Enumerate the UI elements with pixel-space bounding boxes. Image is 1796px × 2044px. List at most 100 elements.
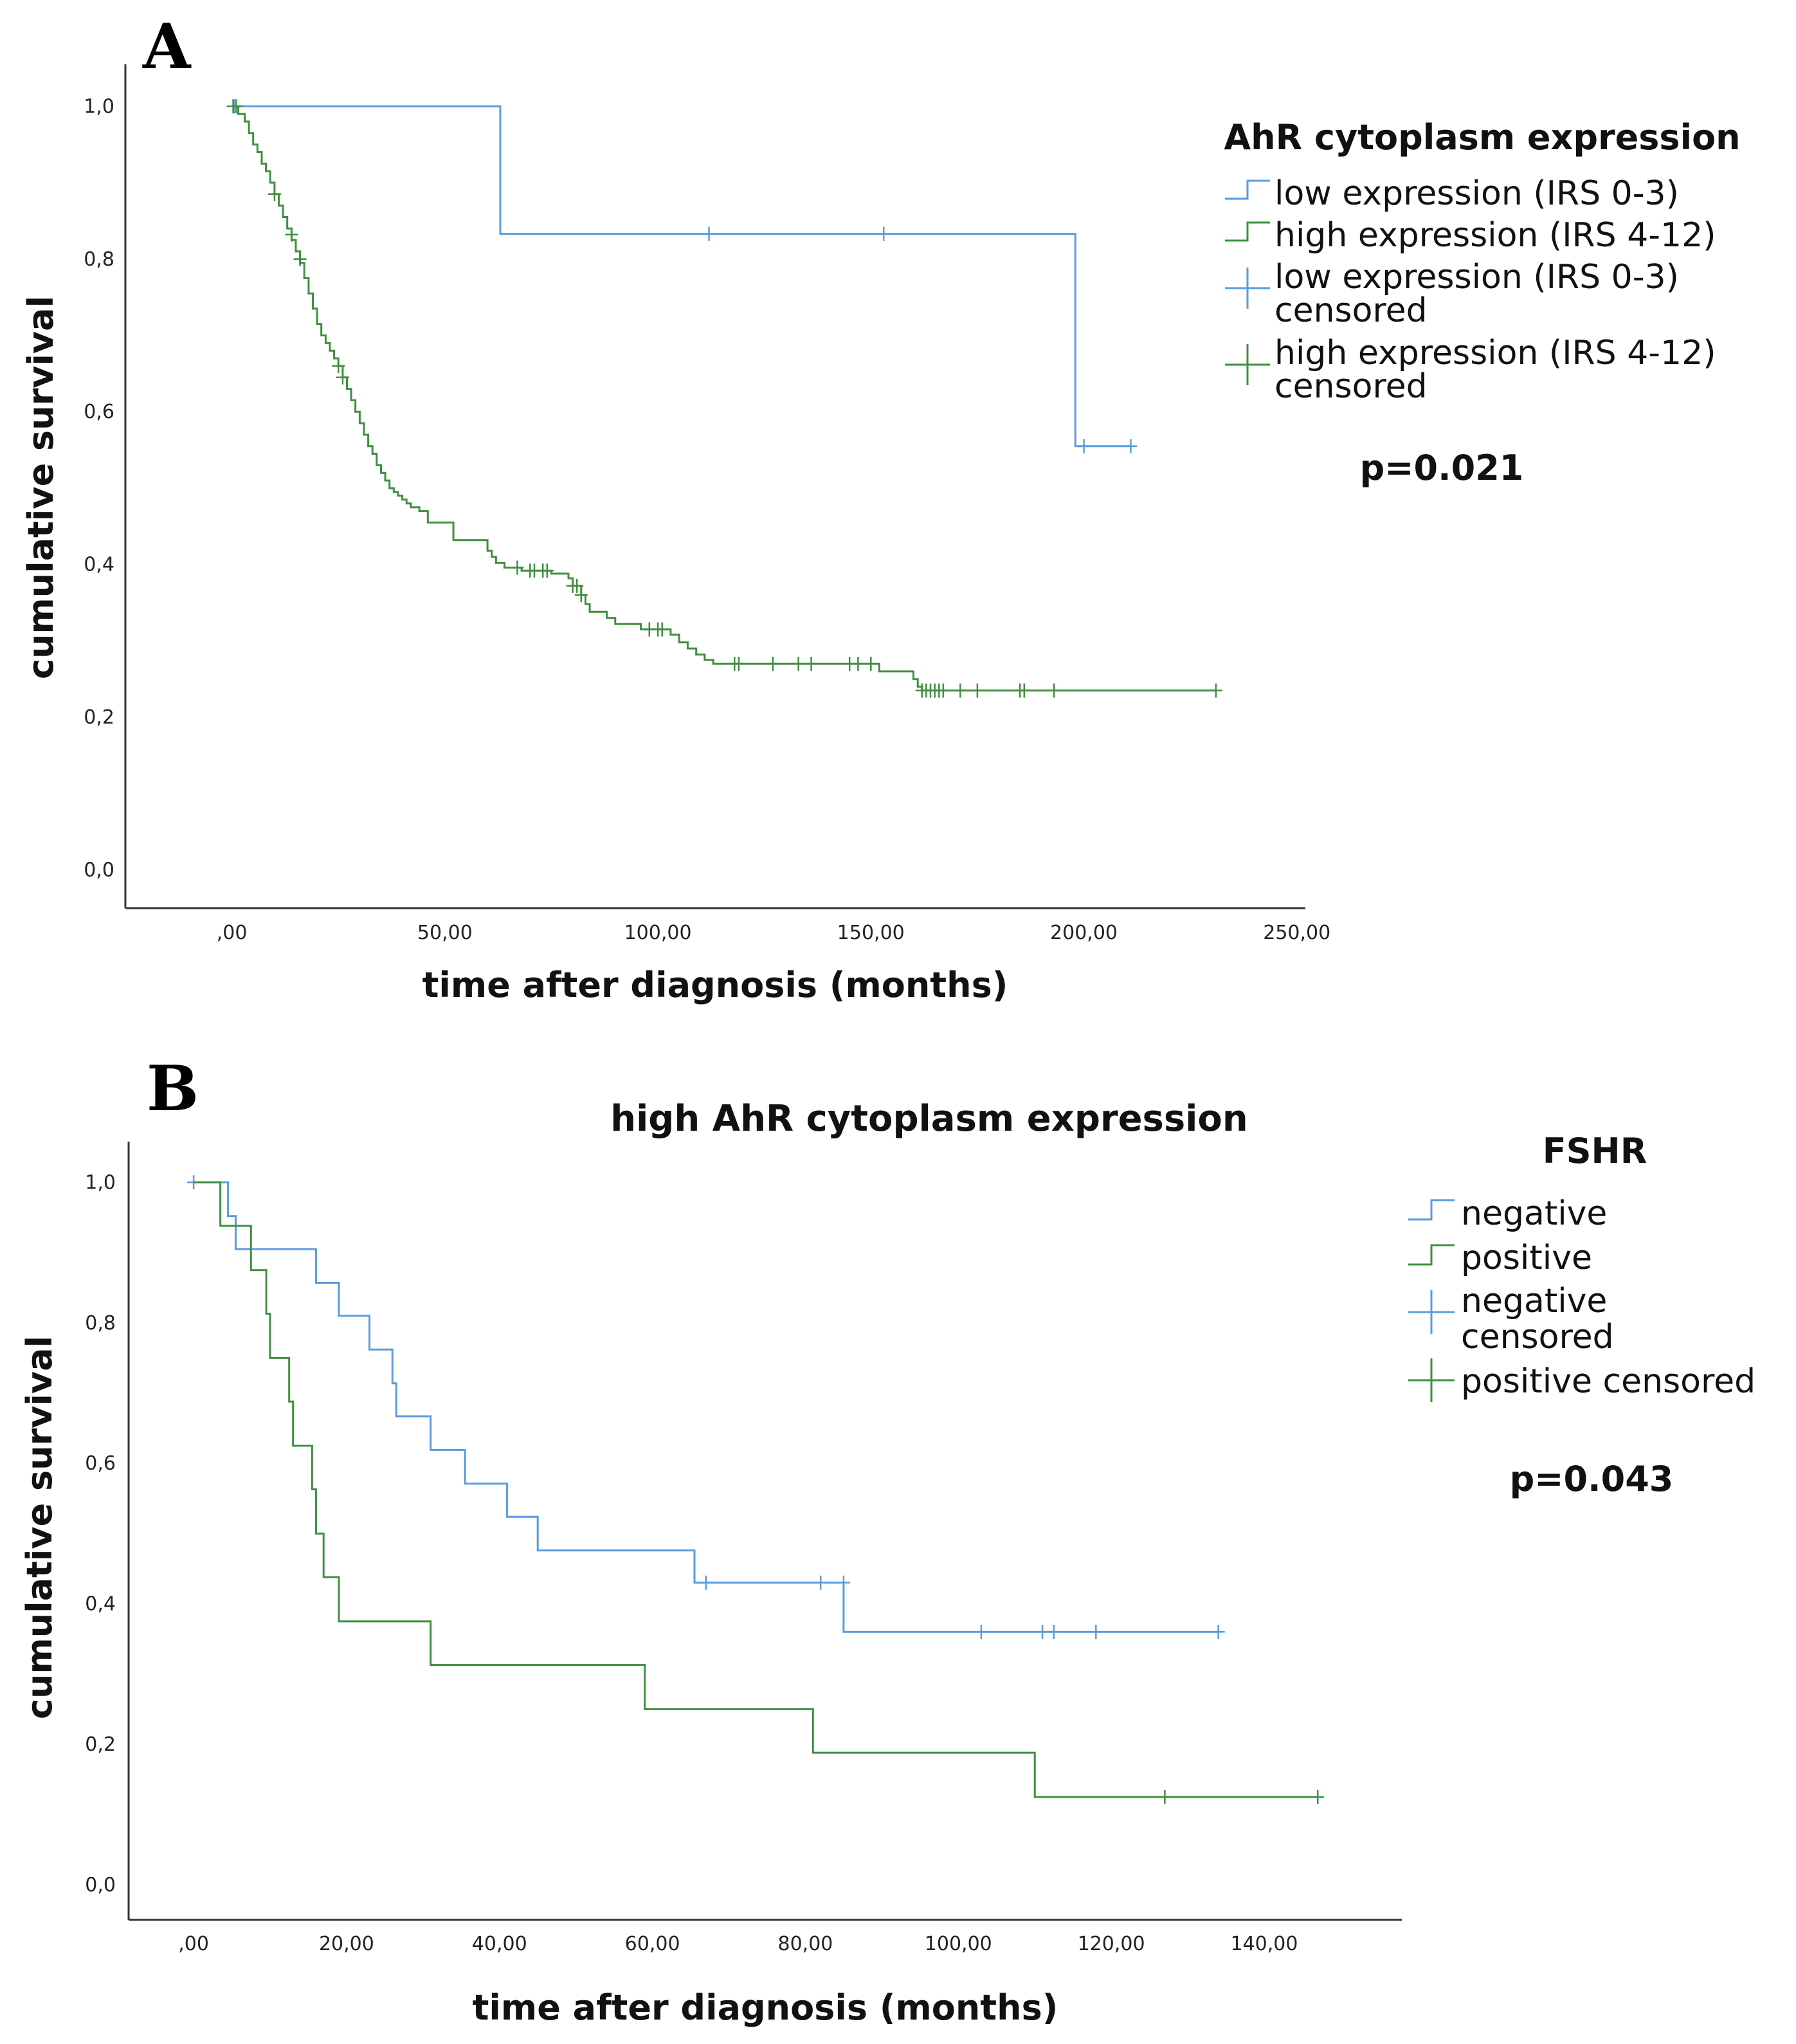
censor-mark-high-expression-irs-4-12 bbox=[954, 683, 967, 698]
plot-area-a: 0,0 0,2 0,4 0,6 0,8 1,0 ,00 50,00 100,00… bbox=[84, 64, 1330, 944]
y-axis-title-a: cumulative survival bbox=[21, 296, 61, 679]
survival-line-low-expression-irs-0-3 bbox=[231, 105, 1131, 448]
panel-b: B high AhR cytoplasm expression 0,0 0,2 … bbox=[19, 1052, 1755, 2028]
censor-mark-low-expression-irs-0-3 bbox=[1124, 439, 1138, 453]
censor-mark-negative bbox=[814, 1575, 828, 1590]
survival-line-negative bbox=[194, 1181, 1219, 1633]
censor-mark-high-expression-irs-4-12 bbox=[851, 657, 865, 671]
censor-mark-high-expression-irs-4-12 bbox=[293, 251, 307, 266]
censor-mark-high-expression-irs-4-12 bbox=[1048, 683, 1061, 698]
x-tick-label: 20,00 bbox=[319, 1933, 374, 1955]
legend-cross-swatch bbox=[1225, 344, 1270, 385]
y-tick-label: 0,4 bbox=[85, 1593, 116, 1616]
x-tick-labels-b: ,00 20,00 40,00 60,00 80,00 100,00 120,0… bbox=[178, 1933, 1298, 1955]
y-tick-label: 0,0 bbox=[85, 1874, 116, 1896]
p-value-a: p=0.021 bbox=[1360, 448, 1524, 488]
legend-label: high expression (IRS 4-12) bbox=[1274, 334, 1716, 372]
censor-mark-negative bbox=[1211, 1625, 1225, 1639]
survival-line-high-expression-irs-4-12 bbox=[231, 105, 1216, 692]
x-tick-label: 250,00 bbox=[1263, 922, 1330, 944]
p-value-b: p=0.043 bbox=[1510, 1459, 1674, 1499]
censor-mark-high-expression-irs-4-12 bbox=[1209, 683, 1222, 698]
legend-cross-swatch bbox=[1225, 268, 1270, 309]
legend-label: negative bbox=[1461, 1282, 1607, 1320]
legend-label: low expression (IRS 0-3) bbox=[1274, 174, 1679, 213]
censor-mark-low-expression-irs-0-3 bbox=[702, 226, 716, 241]
legend-label: positive bbox=[1461, 1239, 1592, 1277]
y-tick-labels-a: 0,0 0,2 0,4 0,6 0,8 1,0 bbox=[84, 95, 114, 881]
legend-cross-swatch bbox=[1408, 1358, 1455, 1402]
legend-label: censored bbox=[1274, 367, 1428, 406]
legend-b: FSHR negative positive negative censored… bbox=[1408, 1131, 1755, 1499]
censor-mark-high-expression-irs-4-12 bbox=[804, 657, 818, 671]
censor-mark-high-expression-irs-4-12 bbox=[732, 657, 745, 671]
censor-mark-high-expression-irs-4-12 bbox=[332, 359, 345, 373]
censor-mark-high-expression-irs-4-12 bbox=[511, 560, 524, 575]
censor-mark-high-expression-irs-4-12 bbox=[864, 657, 878, 671]
censor-mark-high-expression-irs-4-12 bbox=[540, 563, 554, 578]
x-tick-label: ,00 bbox=[217, 922, 248, 944]
y-axis-title-b: cumulative survival bbox=[19, 1336, 60, 1719]
legend-item-negative: negative bbox=[1408, 1194, 1607, 1233]
y-tick-label: 0,6 bbox=[85, 1452, 116, 1475]
censor-mark-low-expression-irs-0-3 bbox=[1077, 439, 1091, 453]
censor-mark-negative bbox=[1089, 1625, 1103, 1639]
x-tick-label: 80,00 bbox=[777, 1933, 833, 1955]
legend-item-negative-censored: negative censored bbox=[1408, 1282, 1614, 1356]
censor-mark-high-expression-irs-4-12 bbox=[570, 578, 584, 593]
censor-mark-high-expression-irs-4-12 bbox=[766, 657, 779, 671]
y-tick-labels-b: 0,0 0,2 0,4 0,6 0,8 1,0 bbox=[85, 1171, 116, 1896]
censor-mark-positive bbox=[1158, 1789, 1172, 1804]
legend-title-b: FSHR bbox=[1543, 1131, 1647, 1171]
legend-label: high expression (IRS 4-12) bbox=[1274, 216, 1716, 255]
x-tick-label: 140,00 bbox=[1230, 1933, 1298, 1955]
y-tick-label: 1,0 bbox=[85, 1171, 116, 1194]
panel-label-b: B bbox=[147, 1052, 199, 1125]
legend-title-a: AhR cytoplasm expression bbox=[1224, 117, 1740, 158]
censor-mark-low-expression-irs-0-3 bbox=[877, 226, 891, 241]
censor-mark-negative bbox=[974, 1625, 988, 1639]
y-tick-label: 0,8 bbox=[85, 1312, 116, 1335]
x-tick-label: 150,00 bbox=[837, 922, 905, 944]
y-tick-label: 1,0 bbox=[84, 95, 114, 118]
legend-label: positive censored bbox=[1461, 1362, 1755, 1401]
legend-step-swatch bbox=[1225, 179, 1270, 200]
legend-step-swatch bbox=[1408, 1244, 1455, 1266]
censor-mark-high-expression-irs-4-12 bbox=[336, 370, 349, 385]
legend-cross-swatch bbox=[1408, 1290, 1455, 1334]
censor-mark-positive bbox=[1311, 1789, 1325, 1804]
legend-item-high-expression-censored: high expression (IRS 4-12) censored bbox=[1225, 334, 1716, 406]
legend-step-swatch bbox=[1225, 221, 1270, 242]
censor-mark-high-expression-irs-4-12 bbox=[1017, 683, 1031, 698]
plot-area-b: 0,0 0,2 0,4 0,6 0,8 1,0 ,00 20,00 40,00 … bbox=[85, 1142, 1402, 1955]
y-tick-label: 0,4 bbox=[84, 554, 114, 576]
censor-mark-high-expression-irs-4-12 bbox=[970, 683, 984, 698]
series-a bbox=[226, 99, 1222, 698]
censor-mark-negative bbox=[699, 1575, 712, 1590]
x-tick-labels-a: ,00 50,00 100,00 150,00 200,00 250,00 bbox=[217, 922, 1330, 944]
censor-mark-high-expression-irs-4-12 bbox=[268, 187, 281, 201]
censor-mark-high-expression-irs-4-12 bbox=[655, 622, 669, 637]
x-axis-title-a: time after diagnosis (months) bbox=[422, 965, 1008, 1005]
legend-step-swatch bbox=[1408, 1199, 1455, 1221]
x-tick-label: 50,00 bbox=[417, 922, 473, 944]
x-tick-label: 200,00 bbox=[1050, 922, 1118, 944]
legend-label: censored bbox=[1274, 291, 1428, 330]
legend-label: censored bbox=[1461, 1318, 1614, 1356]
x-tick-label: 60,00 bbox=[625, 1933, 680, 1955]
x-tick-label: 100,00 bbox=[624, 922, 692, 944]
censor-mark-high-expression-irs-4-12 bbox=[792, 657, 805, 671]
series-b bbox=[187, 1175, 1325, 1804]
legend-label: negative bbox=[1461, 1194, 1607, 1233]
x-tick-label: 100,00 bbox=[925, 1933, 992, 1955]
x-axis-title-b: time after diagnosis (months) bbox=[473, 1987, 1058, 2028]
legend-item-low-expression: low expression (IRS 0-3) bbox=[1225, 174, 1679, 213]
panel-a: A 0,0 0,2 0,4 0,6 0,8 1,0 ,00 50,00 100,… bbox=[21, 10, 1741, 1005]
censor-mark-high-expression-irs-4-12 bbox=[574, 588, 588, 603]
y-tick-label: 0,6 bbox=[84, 401, 114, 423]
legend-item-positive: positive bbox=[1408, 1239, 1592, 1277]
legend-item-positive-censored: positive censored bbox=[1408, 1358, 1755, 1402]
chart-title-b: high AhR cytoplasm expression bbox=[610, 1098, 1248, 1140]
censor-mark-high-expression-irs-4-12 bbox=[936, 683, 950, 698]
